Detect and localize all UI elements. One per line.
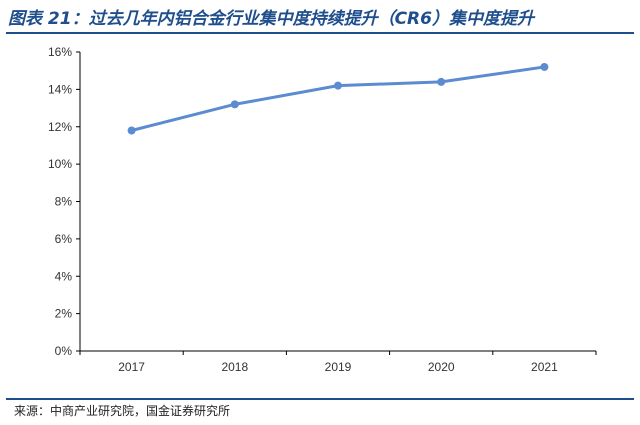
data-point <box>334 81 342 90</box>
y-tick-label: 6% <box>55 232 73 246</box>
x-axis: 2017 2018 2019 2020 2021 <box>79 350 597 374</box>
source-note: 来源：中商产业研究院，国金证券研究所 <box>14 404 231 418</box>
data-point <box>540 62 549 71</box>
y-tick-label: 4% <box>55 269 73 283</box>
y-axis: 0% 2% 4% 6% 8% 10% 12% 14% 16% <box>48 45 81 358</box>
data-point <box>230 100 239 109</box>
series-line <box>130 65 546 132</box>
y-tick-label: 12% <box>48 120 72 134</box>
y-tick-label: 14% <box>48 82 72 96</box>
x-tick-label: 2018 <box>221 360 248 374</box>
title-divider <box>6 32 634 34</box>
series-layer <box>127 62 549 135</box>
x-tick-label: 2017 <box>118 360 145 374</box>
line-chart: 0%2%4%6%8%10%12%14%16% 2017 2018 2019 2020 2… <box>48 45 597 374</box>
x-tick-label: 2019 <box>325 360 352 374</box>
bottom-divider <box>6 398 634 400</box>
y-tick-label: 2% <box>55 307 73 321</box>
y-tick-label: 8% <box>55 195 73 209</box>
x-tick-label: 2021 <box>531 360 558 374</box>
x-tick-label: 2020 <box>428 360 455 374</box>
data-point <box>127 126 136 135</box>
y-tick-label: 10% <box>48 157 72 171</box>
data-point <box>437 77 446 86</box>
figure-title: 图表 21：过去几年内铝合金行业集中度持续提升（CR6）集中度提升 <box>8 9 534 29</box>
y-tick-label: 16% <box>48 45 72 59</box>
y-tick-label: 0% <box>55 344 73 358</box>
